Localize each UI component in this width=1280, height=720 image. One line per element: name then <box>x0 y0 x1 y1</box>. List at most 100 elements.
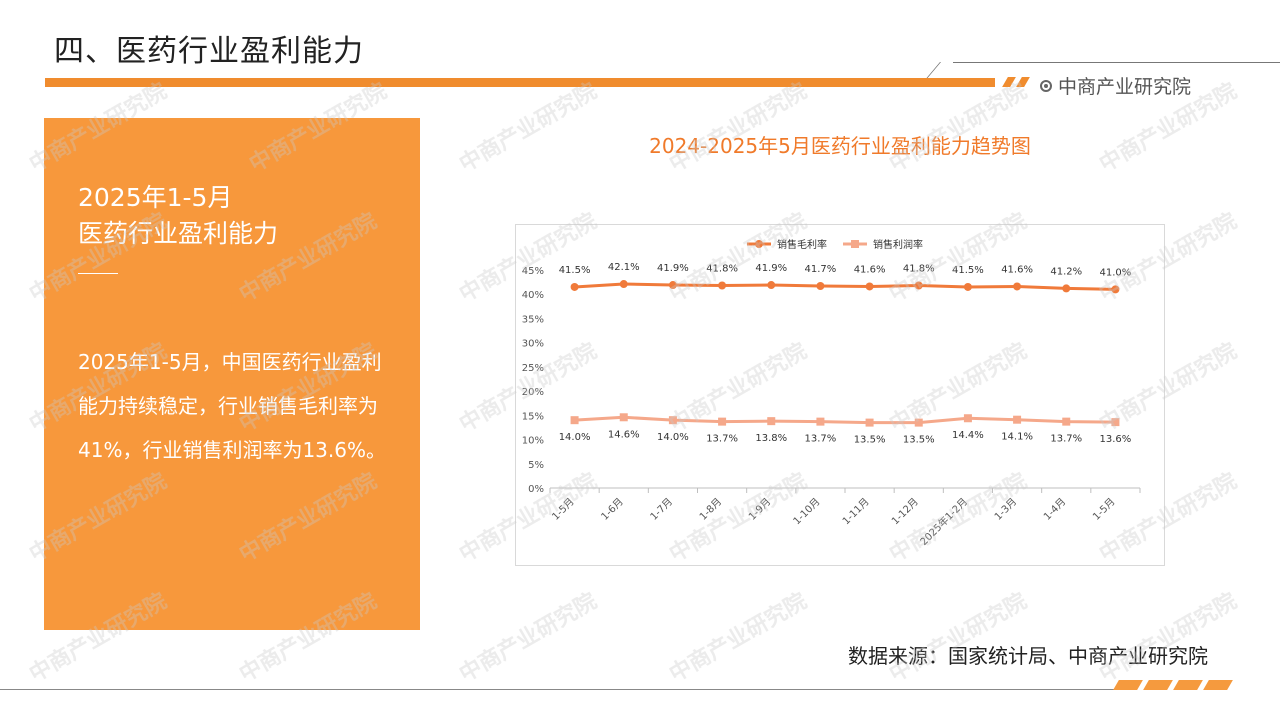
data-point <box>816 417 825 426</box>
data-point <box>619 280 628 289</box>
watermark: 中商产业研究院 <box>1095 588 1242 688</box>
data-point <box>570 416 579 425</box>
x-tick-label: 1-5月 <box>1090 496 1117 523</box>
watermark: 中商产业研究院 <box>665 78 812 178</box>
header-slant <box>926 62 941 78</box>
data-label: 14.4% <box>952 430 984 441</box>
chart: 0% 5% 10% 15% 20% 25% 30% 35% 40% 45% 1-5月 1-6月 1-7月… <box>522 238 1141 548</box>
data-point <box>718 417 727 426</box>
data-point <box>1013 415 1022 424</box>
legend-label: 销售毛利率 <box>777 238 827 251</box>
panel-body: 2025年1-5月，中国医药行业盈利能力持续稳定，行业销售毛利率为41%，行业销… <box>78 350 386 462</box>
data-label: 13.5% <box>854 435 886 446</box>
y-tick-label: 25% <box>522 363 544 374</box>
panel-title-line2: 医药行业盈利能力 <box>78 219 279 248</box>
data-label: 13.7% <box>1050 434 1082 445</box>
watermark: 中商产业研究院 <box>455 78 602 178</box>
header-line <box>953 62 1280 63</box>
x-tick-label: 1-4月 <box>1041 496 1068 523</box>
data-label: 41.9% <box>657 263 689 274</box>
watermark: 中商产业研究院 <box>885 78 1032 178</box>
y-tick-label: 5% <box>528 460 544 471</box>
data-label: 14.6% <box>608 429 640 440</box>
data-point <box>1013 282 1022 291</box>
data-label: 41.0% <box>1100 267 1132 278</box>
brand-logo-icon <box>1040 79 1052 92</box>
bottom-stripe <box>1173 680 1203 690</box>
data-label: 41.5% <box>559 265 591 276</box>
data-label: 41.6% <box>1001 264 1033 275</box>
bottom-stripe <box>1143 680 1173 690</box>
y-tick-label: 0% <box>528 484 544 495</box>
x-tick-label: 1-9月 <box>746 496 773 523</box>
data-label: 41.9% <box>755 263 787 274</box>
x-tick-label: 1-7月 <box>648 496 675 523</box>
data-label: 41.5% <box>952 265 984 276</box>
y-tick-label: 40% <box>522 290 544 301</box>
watermark: 中商产业研究院 <box>455 588 602 688</box>
chart-title: 2024-2025年5月医药行业盈利能力趋势图 <box>649 134 1031 158</box>
data-label: 13.7% <box>805 434 837 445</box>
x-tick-label: 1-12月 <box>889 496 921 528</box>
watermark: 中商产业研究院 <box>885 588 1032 688</box>
data-label: 41.7% <box>805 264 837 275</box>
header-stripe <box>1016 77 1030 87</box>
x-tick-label: 1-3月 <box>992 496 1019 523</box>
data-label: 13.5% <box>903 435 935 446</box>
y-tick-label: 30% <box>522 339 544 350</box>
data-point <box>914 418 923 427</box>
title-bar <box>45 78 995 87</box>
series-line-2 <box>574 415 1116 425</box>
data-point <box>865 282 874 291</box>
data-point <box>914 281 923 290</box>
data-label: 41.6% <box>854 264 886 275</box>
data-point <box>767 281 776 290</box>
data-label: 14.1% <box>1001 432 1033 443</box>
data-point <box>570 282 579 291</box>
data-point <box>668 416 677 425</box>
data-point <box>865 418 874 427</box>
brand-name: 中商产业研究院 <box>1058 76 1192 98</box>
data-point <box>816 281 825 290</box>
x-tick-label: 1-5月 <box>550 496 577 523</box>
data-label: 41.8% <box>706 264 738 275</box>
header-stripe <box>1002 77 1016 87</box>
side-panel: 2025年1-5月 医药行业盈利能力 2025年1-5月，中国医药行业盈利能力持… <box>44 118 420 630</box>
data-point <box>963 282 972 291</box>
x-tick-label: 1-11月 <box>840 496 872 528</box>
bottom-stripe <box>1203 680 1233 690</box>
y-tick-label: 45% <box>522 266 544 277</box>
watermark: 中商产业研究院 <box>665 588 812 688</box>
data-source: 数据来源：国家统计局、中商产业研究院 <box>848 644 1208 668</box>
x-tick-label: 1-10月 <box>791 496 823 528</box>
data-label: 13.8% <box>755 433 787 444</box>
data-label: 41.8% <box>903 264 935 275</box>
panel-rule <box>78 273 118 274</box>
data-label: 13.7% <box>706 434 738 445</box>
legend-marker <box>851 240 859 248</box>
legend-marker <box>755 240 763 248</box>
data-point <box>1062 417 1071 426</box>
data-label: 14.0% <box>657 432 689 443</box>
y-tick-label: 20% <box>522 387 544 398</box>
bottom-stripe <box>1113 680 1143 690</box>
panel-title-line1: 2025年1-5月 <box>78 183 233 212</box>
bottom-line <box>0 689 1120 690</box>
data-point <box>767 417 776 426</box>
data-point <box>718 281 727 290</box>
brand: 中商产业研究院 <box>1040 72 1191 99</box>
y-tick-label: 15% <box>522 411 544 422</box>
data-label: 41.2% <box>1050 266 1082 277</box>
data-point <box>1062 284 1071 293</box>
data-point <box>963 414 972 423</box>
x-tick-label: 2025年1-2月 <box>917 495 970 548</box>
series-line-1 <box>574 282 1116 291</box>
x-tick-label: 1-8月 <box>697 496 724 523</box>
data-point <box>668 281 677 290</box>
data-point <box>619 413 628 422</box>
data-label: 13.6% <box>1100 434 1132 445</box>
data-label: 14.0% <box>559 432 591 443</box>
y-tick-label: 35% <box>522 314 544 325</box>
data-point <box>1111 285 1120 294</box>
x-tick-label: 1-6月 <box>599 496 626 523</box>
